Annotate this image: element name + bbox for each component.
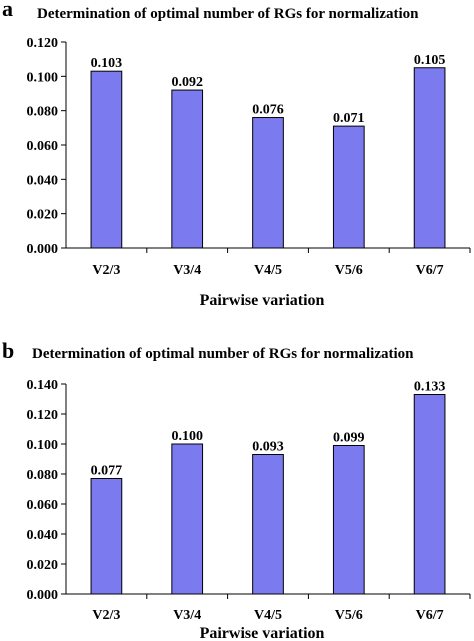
y-tick-label: 0.040 <box>27 528 59 543</box>
y-tick-label: 0.100 <box>27 70 59 85</box>
y-tick-label: 0.000 <box>27 242 59 257</box>
y-tick-label: 0.100 <box>27 438 59 453</box>
bar-chart: 0.000 0.020 0.040 0.060 0.080 0.100 0.120 0.103… <box>27 36 471 309</box>
chart-panel-a: a Determination of optimal number of RGs… <box>0 0 474 320</box>
chart-panel-b: b Determination of optimal number of RGs… <box>0 338 474 641</box>
data-label: 0.076 <box>252 103 284 118</box>
data-label: 0.077 <box>91 464 123 479</box>
bar <box>252 117 284 249</box>
x-tick-label: V2/3 <box>92 263 120 278</box>
data-label: 0.093 <box>252 440 284 455</box>
x-tick-label: V4/5 <box>254 263 282 278</box>
data-label: 0.103 <box>91 56 123 71</box>
y-tick-label: 0.120 <box>27 408 59 423</box>
chart-title: Determination of optimal number of RGs f… <box>37 6 419 22</box>
x-tick-label: V6/7 <box>416 608 444 623</box>
y-tick-label: 0.020 <box>27 558 59 573</box>
data-label: 0.133 <box>414 380 446 395</box>
y-tick-label: 0.060 <box>27 498 59 513</box>
x-tick-label: V5/6 <box>335 608 363 623</box>
x-tick-label: V3/4 <box>173 608 201 623</box>
bar <box>171 89 204 249</box>
y-tick-label: 0.080 <box>27 468 59 483</box>
bar <box>171 443 204 595</box>
data-label: 0.100 <box>171 429 203 444</box>
x-tick-label: V3/4 <box>173 263 201 278</box>
data-label: 0.071 <box>333 111 365 126</box>
x-tick-label: V4/5 <box>254 608 282 623</box>
x-axis-title: Pairwise variation <box>200 625 325 641</box>
y-tick-label: 0.080 <box>27 105 59 120</box>
x-tick-label: V6/7 <box>416 263 444 278</box>
x-axis-title: Pairwise variation <box>200 292 325 309</box>
panel-letter-a: a <box>2 0 13 21</box>
panel-letter-b: b <box>2 338 15 363</box>
y-tick-label: 0.120 <box>27 36 59 51</box>
bar <box>332 445 365 595</box>
y-tick-label: 0.140 <box>27 378 59 393</box>
bar <box>252 454 284 595</box>
bar <box>413 394 446 595</box>
bar <box>413 67 446 249</box>
bar <box>332 125 365 249</box>
bar-chart: 0.000 0.020 0.040 0.060 0.080 0.100 0.120 0.140… <box>27 378 471 641</box>
bar <box>90 478 123 595</box>
x-tick-label: V5/6 <box>335 263 363 278</box>
y-tick-label: 0.020 <box>27 208 59 223</box>
data-label: 0.105 <box>414 53 446 68</box>
x-tick-label: V2/3 <box>92 608 120 623</box>
data-label: 0.092 <box>171 75 203 90</box>
data-label: 0.099 <box>333 431 365 446</box>
y-tick-label: 0.000 <box>27 588 59 603</box>
bar <box>90 70 123 249</box>
chart-title: Determination of optimal number of RGs f… <box>32 346 414 362</box>
y-tick-label: 0.060 <box>27 139 59 154</box>
y-tick-label: 0.040 <box>27 173 59 188</box>
